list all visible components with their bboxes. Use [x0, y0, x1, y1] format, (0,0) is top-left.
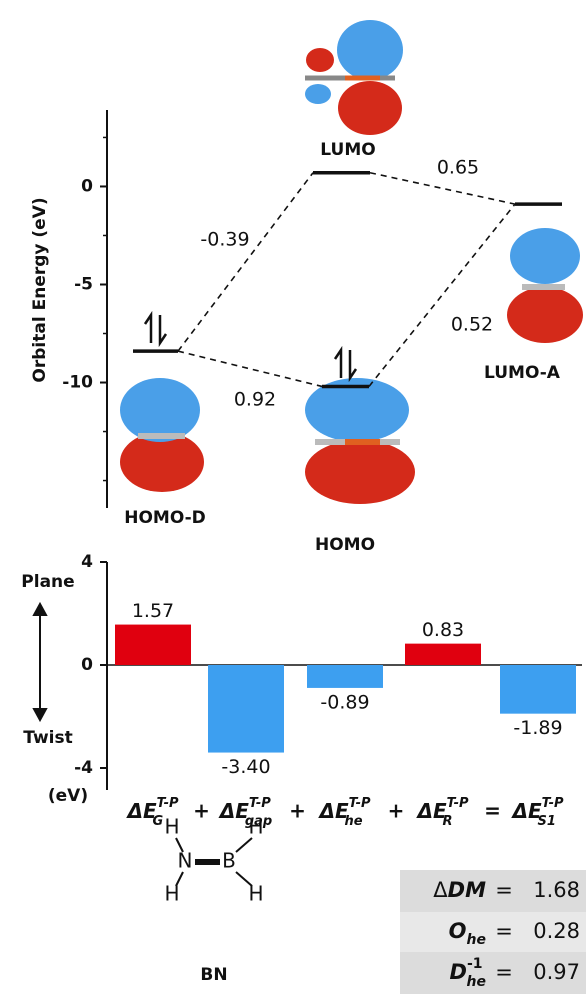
- value-label: 1.57: [132, 600, 174, 622]
- level-label: HOMO: [315, 535, 375, 555]
- level-label: HOMO-D: [124, 508, 206, 528]
- x-tick-label-sup: T-P: [349, 796, 371, 811]
- label-sub: he: [467, 974, 486, 990]
- connector: [178, 173, 313, 351]
- atom-label: H: [164, 815, 179, 839]
- operator: +: [289, 799, 306, 823]
- x-tick-label-sub: R: [443, 814, 453, 829]
- orbital-lumo: [305, 20, 403, 135]
- table-relation: =: [495, 960, 513, 984]
- gap-annotation: 0.92: [234, 389, 276, 411]
- bar: [307, 665, 383, 688]
- y-axis-label: Orbital Energy (eV): [30, 197, 50, 382]
- table-relation: =: [495, 878, 513, 902]
- y-tick-label: 0: [81, 655, 93, 675]
- gap-annotation: 0.52: [451, 314, 493, 336]
- atom-label: H: [164, 882, 179, 906]
- table-value: 1.68: [533, 878, 580, 902]
- y-tick-label: 0: [81, 176, 93, 196]
- y-tick-label: 4: [81, 552, 93, 572]
- electron-pair: [145, 315, 356, 378]
- x-tick-label-sub: G: [153, 814, 164, 829]
- y-tick-label: -4: [74, 758, 93, 778]
- bar: [500, 665, 576, 714]
- x-tick-label-sup: T-P: [542, 796, 564, 811]
- label-sub: he: [467, 932, 486, 948]
- figure: 0-5-10Orbital Energy (eV)HOMO-DHOMOLUMOL…: [0, 0, 586, 994]
- plane-twist-arrow: [34, 604, 46, 720]
- label-main: D: [450, 960, 467, 984]
- molecule-name: BN: [200, 965, 227, 985]
- orbital-lumo-a: [507, 228, 583, 343]
- level-label: LUMO-A: [484, 363, 561, 383]
- y-axis-label: (eV): [48, 786, 88, 806]
- label-main: O: [449, 919, 467, 943]
- gap-annotation: -0.39: [200, 229, 249, 251]
- operator: +: [388, 799, 405, 823]
- connector: [369, 204, 515, 386]
- table-relation: =: [495, 919, 513, 943]
- atom-label: H: [248, 815, 263, 839]
- y-tick-label: -5: [74, 274, 93, 294]
- value-label: -3.40: [221, 756, 270, 778]
- gap-annotation: 0.65: [437, 157, 479, 179]
- operator: +: [193, 799, 210, 823]
- atom-label: H: [248, 882, 263, 906]
- connector: [178, 351, 322, 386]
- x-tick-label-sub: S1: [538, 814, 556, 829]
- bar: [115, 625, 191, 665]
- x-tick-label-sup: T-P: [447, 796, 469, 811]
- value-label: -0.89: [320, 691, 369, 713]
- annotation: Twist: [23, 728, 73, 748]
- atom-label: B: [222, 849, 236, 873]
- orbital-homo: [305, 378, 415, 504]
- x-tick-label-sub: he: [345, 814, 363, 829]
- label-main: DM: [448, 878, 486, 902]
- x-tick-label-sup: T-P: [249, 796, 271, 811]
- table-value: 0.28: [533, 919, 580, 943]
- bar: [208, 665, 284, 753]
- table-label: ΔDM: [433, 878, 486, 902]
- annotation: Plane: [21, 572, 74, 592]
- label-sup: -1: [467, 956, 483, 972]
- label-prefix: Δ: [433, 878, 448, 902]
- y-tick-label: -10: [62, 373, 93, 393]
- operator: =: [484, 799, 501, 823]
- level-label: LUMO: [320, 140, 375, 160]
- table-value: 0.97: [533, 960, 580, 984]
- orbital-homo-d: [120, 378, 204, 492]
- x-tick-label-sup: T-P: [157, 796, 179, 811]
- bar: [405, 644, 481, 665]
- value-label: 0.83: [422, 619, 464, 641]
- value-label: -1.89: [513, 717, 562, 739]
- atom-label: N: [178, 849, 193, 873]
